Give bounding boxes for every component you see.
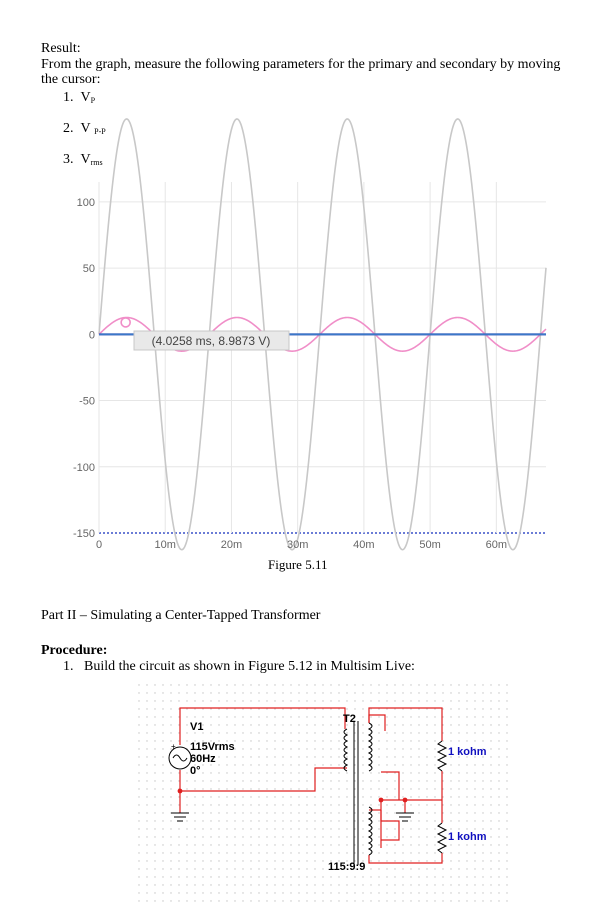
ground-icon: [396, 812, 414, 822]
x-tick-label: 10m: [155, 539, 176, 551]
parameter-item-vpp: 2. V P-P: [63, 121, 106, 139]
x-tick-label: 40m: [353, 539, 374, 551]
secondary-lower-coil-icon: [367, 806, 373, 856]
item-number: 1.: [63, 90, 74, 105]
source-name-label: V1: [190, 721, 203, 733]
x-tick-label: 20m: [221, 539, 242, 551]
instructions-line1: From the graph, measure the following pa…: [41, 57, 561, 72]
ground-icon: [171, 812, 189, 822]
resistor-r2-icon[interactable]: [436, 822, 448, 854]
secondary-upper-coil-icon: [367, 722, 373, 772]
item-symbol: V: [80, 152, 91, 167]
procedure-heading: Procedure:: [41, 643, 108, 658]
y-tick-label: 100: [77, 197, 95, 209]
item-subscript: P-P: [94, 127, 106, 136]
item-subscript: rms: [90, 158, 103, 167]
source-frequency-label: 60Hz: [190, 753, 216, 765]
y-tick-label: -50: [79, 396, 95, 408]
junction-node: [378, 797, 384, 803]
svg-text:+: +: [171, 742, 176, 751]
circuit-schematic: + V1 115Vrms 60Hz 0° T2 115:9:9 1 kohm 1…: [137, 683, 510, 902]
item-subscript: P: [90, 96, 96, 105]
step-number: 1.: [63, 659, 74, 674]
source-voltage-label: 115Vrms: [190, 741, 235, 753]
step-text: Build the circuit as shown in Figure 5.1…: [84, 659, 415, 674]
cursor-readout-text: (4.0258 ms, 8.9873 V): [152, 334, 271, 348]
item-symbol: V: [80, 121, 91, 136]
instructions-line2: the cursor:: [41, 72, 101, 87]
result-heading: Result:: [41, 41, 81, 56]
resistor-r2-label: 1 kohm: [448, 831, 487, 843]
x-tick-label: 0: [96, 539, 102, 551]
procedure-step-1: 1. Build the circuit as shown in Figure …: [63, 659, 415, 674]
cursor-readout-box: [133, 330, 290, 351]
wire-sec-upper-bottom: [381, 771, 400, 800]
parameter-item-vp: 1. VP: [63, 90, 95, 108]
transformer-ratio-label: 115:9:9: [328, 861, 365, 873]
junction-node: [177, 788, 183, 794]
y-tick-label: 50: [83, 263, 95, 275]
grid-background: [137, 683, 510, 902]
circuit-wires: [179, 707, 443, 864]
wire-to-r1-top: [368, 707, 443, 741]
x-tick-label: 50m: [419, 539, 440, 551]
y-tick-label: 0: [89, 329, 95, 341]
parameter-item-vrms: 3. Vrms: [63, 152, 103, 170]
junction-node: [402, 797, 408, 803]
resistor-r1-label: 1 kohm: [448, 746, 487, 758]
ac-source-symbol[interactable]: +: [168, 742, 192, 770]
series-line: [98, 118, 547, 551]
primary-coil-icon: [343, 728, 349, 772]
x-tick-label: 60m: [486, 539, 507, 551]
chart-cursor[interactable]: (4.0258 ms, 8.9873 V): [120, 317, 290, 351]
source-phase-label: 0°: [190, 765, 201, 777]
y-tick-label: -150: [73, 528, 95, 540]
y-axis-labels: 100 50 0 -50 -100 -150: [73, 197, 95, 540]
chart-grid: [98, 182, 546, 534]
y-tick-label: -100: [73, 462, 95, 474]
oscilloscope-chart: 100 50 0 -50 -100 -150 0 10m 20m 30m 40m 50m 60m (4…: [73, 118, 547, 551]
figure-caption: Figure 5.11: [268, 557, 328, 572]
wire-r2-bottom: [368, 853, 443, 864]
wire-top-primary: [179, 707, 346, 745]
transformer-name-label: T2: [343, 713, 356, 725]
resistor-r1-icon[interactable]: [436, 740, 448, 772]
cursor-marker[interactable]: [120, 317, 131, 328]
x-axis-labels: 0 10m 20m 30m 40m 50m 60m: [96, 539, 507, 551]
x-tick-label: 30m: [287, 539, 308, 551]
item-number: 3.: [63, 152, 74, 167]
item-symbol: V: [80, 90, 91, 105]
part2-heading: Part II – Simulating a Center-Tapped Tra…: [41, 608, 321, 623]
transformer-symbol[interactable]: [343, 721, 373, 865]
item-number: 2.: [63, 121, 74, 136]
wire-bottom-primary: [180, 767, 347, 792]
